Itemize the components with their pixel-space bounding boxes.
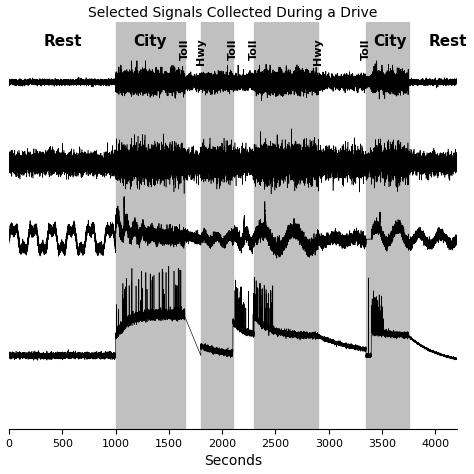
- Text: Hwy: Hwy: [196, 38, 206, 65]
- Bar: [201, 22, 233, 429]
- Text: Toll: Toll: [249, 38, 259, 60]
- Text: Rest: Rest: [44, 34, 82, 49]
- X-axis label: Seconds: Seconds: [204, 455, 262, 468]
- Title: Selected Signals Collected During a Drive: Selected Signals Collected During a Driv…: [88, 6, 377, 19]
- Text: City: City: [133, 34, 167, 49]
- Text: Toll: Toll: [228, 38, 238, 60]
- Text: Toll: Toll: [180, 38, 190, 60]
- Bar: [254, 22, 318, 429]
- Text: Toll: Toll: [361, 38, 371, 60]
- Bar: [116, 22, 185, 429]
- Text: Hwy: Hwy: [313, 38, 323, 65]
- Bar: [366, 22, 409, 429]
- Text: City: City: [373, 34, 407, 49]
- Text: Rest: Rest: [428, 34, 467, 49]
